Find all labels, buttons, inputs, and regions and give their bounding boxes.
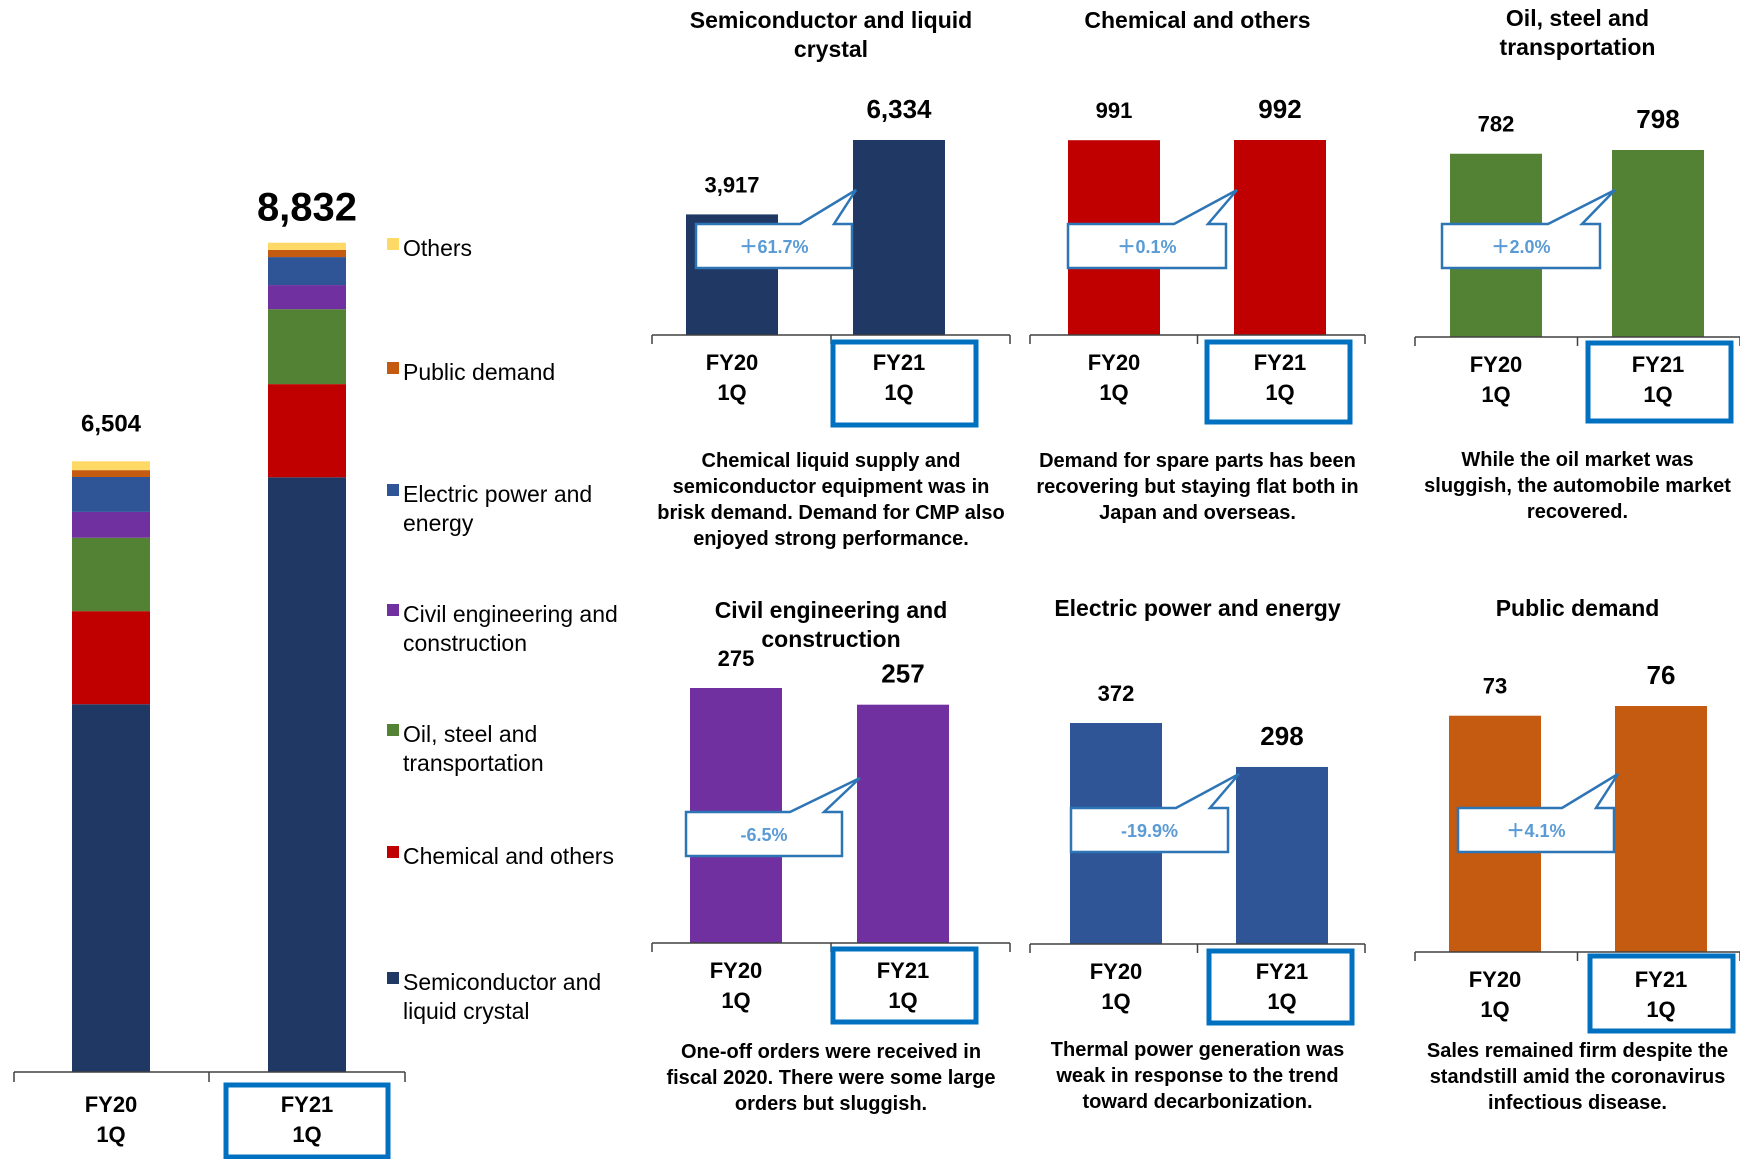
panel-0-cat-1-line1: FY21 [873,350,926,375]
panel-caption-3: One-off orders were received in fiscal 2… [666,1039,996,1117]
panel-1-value-1: 992 [1258,94,1301,124]
panel-5-bar-1 [1615,706,1707,952]
panel-caption-5: Sales remained firm despite the standsti… [1413,1038,1740,1116]
legend-swatch-chemical [387,846,399,858]
panel-0-cat-0-line1: FY20 [706,350,759,375]
panel-5-value-1: 76 [1647,660,1676,690]
panel-3-change-label: -6.5% [740,825,787,845]
panel-2-cat-0-line1: FY20 [1470,352,1523,377]
panel-5-cat-0-line1: FY20 [1469,967,1522,992]
stack-seg-0-5 [72,470,150,477]
panel-3-cat-1-line2: 1Q [888,988,917,1013]
panel-3-cat-1-line1: FY21 [877,958,930,983]
panel-2-cat-0-line2: 1Q [1481,382,1510,407]
panel-4-value-1: 298 [1260,721,1303,751]
main-cat-1-line2: 1Q [292,1122,321,1147]
panel-2-cat-1-line1: FY21 [1632,352,1685,377]
panel-0-change-label: ＋61.7% [739,237,808,257]
stack-seg-0-3 [72,512,150,538]
panel-2-cat-1-line2: 1Q [1643,382,1672,407]
legend-label-others: Others [403,234,618,263]
legend-swatch-oil [387,724,399,736]
legend-swatch-others [387,238,399,250]
stack-seg-1-6 [268,243,346,250]
panel-title-2: Oil, steel and transportation [1428,4,1728,62]
panel-title-1: Chemical and others [1048,6,1348,35]
stack-seg-1-4 [268,257,346,285]
total-label-0: 6,504 [81,410,142,437]
panel-3-value-1: 257 [881,659,924,689]
panel-4-cat-1-line1: FY21 [1256,959,1309,984]
panel-0-cat-1-line2: 1Q [884,380,913,405]
panel-1-cat-1-line2: 1Q [1265,380,1294,405]
panel-1-bar-1 [1234,140,1326,335]
panel-4-cat-1-line2: 1Q [1267,989,1296,1014]
stack-seg-1-0 [268,477,346,1072]
panel-2-value-0: 782 [1478,112,1515,137]
main-cat-0-line2: 1Q [96,1122,125,1147]
panel-title-0: Semiconductor and liquid crystal [681,6,981,64]
panel-title-5: Public demand [1428,594,1728,623]
panel-5-cat-1-line1: FY21 [1635,967,1688,992]
panel-4-change-label: -19.9% [1121,821,1178,841]
stack-seg-1-3 [268,285,346,309]
panel-title-4: Electric power and energy [1048,594,1348,623]
panel-4-cat-0-line1: FY20 [1090,959,1143,984]
stack-seg-0-1 [72,611,150,704]
stack-seg-1-1 [268,384,346,477]
stack-seg-0-2 [72,538,150,611]
legend-swatch-electric [387,484,399,496]
legend-label-oil: Oil, steel and transportation [403,720,618,778]
panel-5-value-0: 73 [1483,674,1507,699]
stack-seg-0-0 [72,704,150,1072]
panel-3-cat-0-line2: 1Q [721,988,750,1013]
stack-seg-1-2 [268,309,346,384]
panel-4-cat-0-line2: 1Q [1101,989,1130,1014]
panel-1-cat-0-line1: FY20 [1088,350,1141,375]
panel-3-cat-0-line1: FY20 [710,958,763,983]
panel-0-bar-1 [853,140,945,335]
stack-seg-0-4 [72,477,150,512]
legend-label-public: Public demand [403,358,618,387]
total-label-1: 8,832 [257,186,357,230]
panel-4-bar-1 [1236,767,1328,944]
panel-5-cat-1-line2: 1Q [1646,997,1675,1022]
legend-label-electric: Electric power and energy [403,480,618,538]
legend-label-civil: Civil engineering and construction [403,600,618,658]
panel-5-cat-0-line2: 1Q [1480,997,1509,1022]
main-cat-1-line1: FY21 [281,1092,334,1117]
panel-0-cat-0-line2: 1Q [717,380,746,405]
panel-0-value-0: 3,917 [704,172,759,197]
legend-label-chemical: Chemical and others [403,842,618,871]
legend-label-semi: Semiconductor and liquid crystal [403,968,618,1026]
panel-1-change-label: ＋0.1% [1117,237,1176,257]
main-cat-0-line1: FY20 [85,1092,138,1117]
panel-2-value-1: 798 [1636,104,1679,134]
panel-1-value-0: 991 [1096,98,1133,123]
panel-caption-4: Thermal power generation was weak in res… [1033,1037,1363,1115]
panel-3-bar-1 [857,705,949,943]
panel-2-change-label: ＋2.0% [1491,237,1550,257]
panel-5-change-label: ＋4.1% [1506,821,1565,841]
stack-seg-0-6 [72,461,150,470]
panel-1-cat-0-line2: 1Q [1099,380,1128,405]
panel-title-3: Civil engineering and construction [681,596,981,654]
panel-caption-1: Demand for spare parts has been recoveri… [1030,448,1365,526]
legend-swatch-public [387,362,399,374]
legend-swatch-semi [387,972,399,984]
panel-4-value-0: 372 [1098,681,1135,706]
stack-seg-1-5 [268,250,346,257]
panel-2-bar-1 [1612,150,1704,337]
panel-caption-0: Chemical liquid supply and semiconductor… [651,448,1011,552]
panel-caption-2: While the oil market was sluggish, the a… [1415,447,1740,525]
legend-swatch-civil [387,604,399,616]
panel-1-cat-1-line1: FY21 [1254,350,1307,375]
panel-0-value-1: 6,334 [866,94,932,124]
